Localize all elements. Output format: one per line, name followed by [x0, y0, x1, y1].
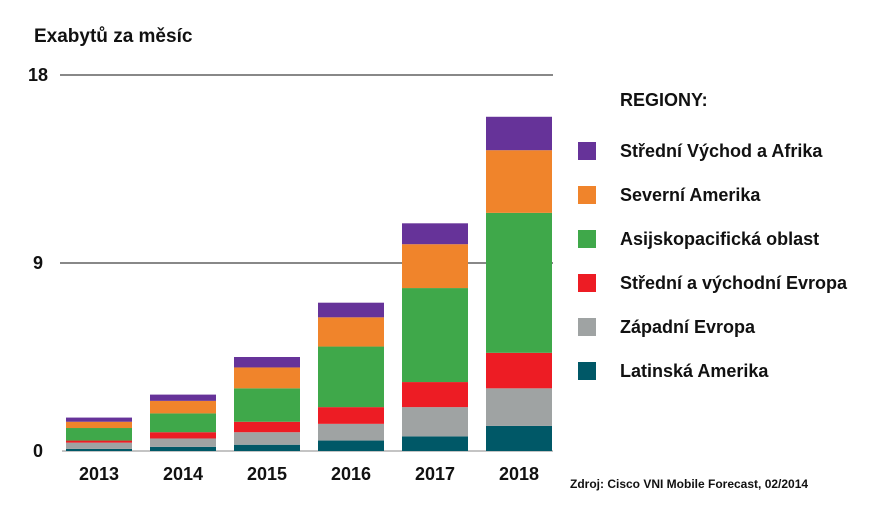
bar-segment [486, 150, 552, 213]
bar-segment [66, 448, 132, 451]
bar-segment [402, 223, 468, 245]
legend-item: Asijskopacifická oblast [578, 217, 847, 261]
legend-title: REGIONY: [620, 90, 708, 110]
legend-label: Asijskopacifická oblast [620, 228, 820, 249]
x-tick-label: 2013 [79, 464, 119, 484]
y-tick-label: 0 [33, 441, 43, 461]
bar-segment [402, 436, 468, 451]
bar-segment [150, 432, 216, 439]
legend-swatch [578, 274, 596, 292]
bar-segment [318, 407, 384, 424]
x-tick-label: 2015 [247, 464, 287, 484]
y-axis-label: Exabytů za měsíc [34, 26, 193, 47]
gridlines [60, 74, 553, 452]
bar-segment [318, 317, 384, 347]
bar-segment [66, 440, 132, 443]
bar-segment [318, 440, 384, 451]
legend-label: Střední Východ a Afrika [620, 140, 823, 161]
y-tick-labels: 0 9 18 [28, 65, 48, 461]
bar-segment [318, 423, 384, 441]
x-tick-label: 2017 [415, 464, 455, 484]
bar-segment [402, 244, 468, 289]
legend-item: Latinská Amerika [578, 349, 847, 393]
legend-item: Severní Amerika [578, 173, 847, 217]
bar-segment [318, 302, 384, 318]
legend-label: Západní Evropa [620, 316, 756, 337]
y-tick-label: 9 [33, 253, 43, 273]
legend-item: Střední a východní Evropa [578, 261, 847, 305]
bar-segment [234, 432, 300, 445]
bar-segment [234, 421, 300, 433]
bar-segment [402, 288, 468, 383]
bar-segment [234, 357, 300, 368]
bar-segment [486, 425, 552, 451]
source-note: Zdroj: Cisco VNI Mobile Forecast, 02/201… [570, 477, 809, 491]
bar-segment [150, 438, 216, 447]
x-tick-label: 2016 [331, 464, 371, 484]
legend-label: Střední a východní Evropa [620, 272, 848, 293]
legend: Střední Východ a Afrika Severní Amerika As… [578, 129, 847, 393]
bar-segment [150, 446, 216, 451]
legend-item: Západní Evropa [578, 305, 847, 349]
bar-segment [486, 212, 552, 353]
bar-segment [66, 421, 132, 429]
legend-swatch [578, 186, 596, 204]
legend-label: Latinská Amerika [620, 360, 769, 381]
bar-segment [150, 413, 216, 433]
bar-segment [66, 428, 132, 441]
legend-swatch [578, 142, 596, 160]
bar-segment [402, 382, 468, 408]
bar-segment [486, 116, 552, 151]
bar-segment [234, 444, 300, 451]
legend-swatch [578, 362, 596, 380]
bar-segment [150, 394, 216, 401]
x-tick-label: 2018 [499, 464, 539, 484]
bar-segment [66, 417, 132, 422]
bar-segment [402, 407, 468, 437]
bar-segment [150, 400, 216, 414]
y-tick-label: 18 [28, 65, 48, 85]
bar-segment [234, 367, 300, 389]
bars [66, 116, 552, 451]
legend-item: Střední Východ a Afrika [578, 129, 847, 173]
bar-segment [486, 352, 552, 389]
bar-segment [318, 346, 384, 408]
legend-swatch [578, 230, 596, 248]
bar-segment [234, 388, 300, 422]
legend-swatch [578, 318, 596, 336]
x-tick-label: 2014 [163, 464, 203, 484]
bar-segment [486, 388, 552, 426]
bar-segment [66, 442, 132, 449]
legend-label: Severní Amerika [620, 184, 761, 205]
x-tick-labels: 2013 2014 2015 2016 2017 2018 [79, 464, 539, 484]
